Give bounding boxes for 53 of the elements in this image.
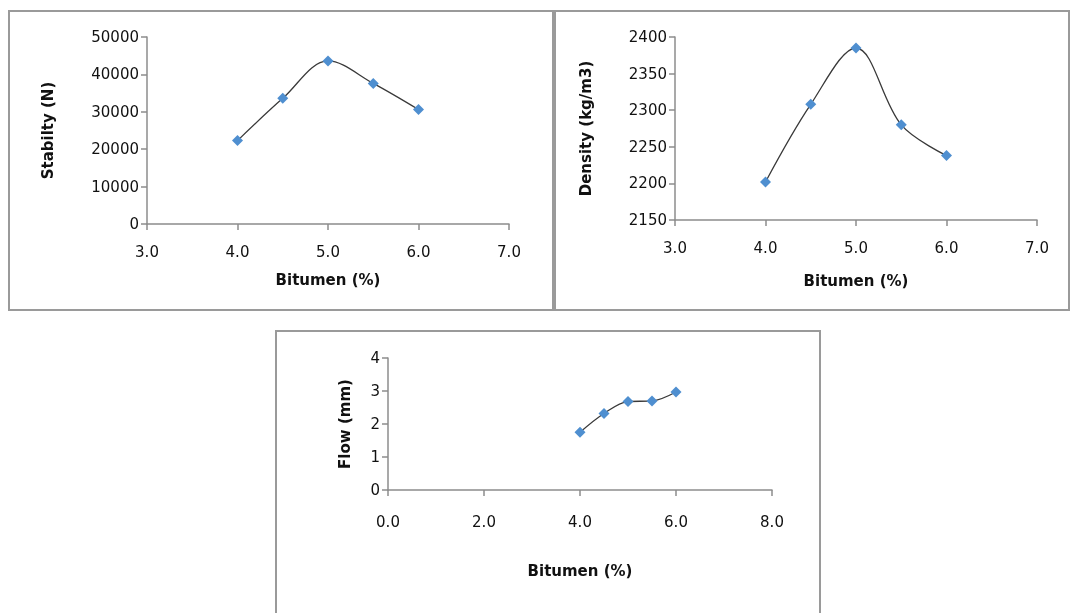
y-tick-label: 0 [129, 215, 139, 233]
y-tick-label: 40000 [91, 65, 139, 84]
y-tick-label: 2250 [628, 137, 667, 156]
x-tick-label: 0.0 [376, 512, 400, 531]
point [670, 386, 682, 398]
x-tick-label: 8.0 [760, 512, 784, 531]
point [895, 119, 907, 131]
point [941, 150, 952, 162]
y-tick-label: 30000 [91, 102, 139, 121]
x-tick-label: 5.0 [316, 242, 340, 261]
point [367, 77, 379, 89]
y-tick-label: 2 [370, 415, 380, 433]
y-tick-label: 3 [370, 382, 380, 400]
point [322, 55, 334, 67]
y-axis-title: Density (kg/m3) [576, 60, 595, 197]
x-tick-label: 3.0 [663, 238, 687, 257]
y-tick-label: 10000 [91, 177, 139, 196]
x-tick-label: 6.0 [406, 242, 431, 261]
x-tick-label: 6.0 [664, 512, 688, 531]
point [598, 407, 610, 419]
x-tick-label: 7.0 [1025, 238, 1049, 257]
x-axis-title: Bitumen (%) [275, 270, 381, 289]
point [805, 98, 817, 110]
y-tick-label: 4 [370, 349, 380, 367]
point [574, 426, 586, 438]
y-tick-label: 2350 [628, 64, 667, 83]
point [232, 135, 243, 147]
x-tick-label: 5.0 [844, 238, 868, 257]
x-axis-title: Bitumen (%) [803, 271, 909, 290]
x-tick-label: 3.0 [135, 242, 159, 261]
x-tick-label: 7.0 [497, 242, 521, 261]
x-tick-label: 6.0 [934, 238, 959, 257]
y-tick-label: 2200 [628, 174, 667, 193]
point [277, 92, 289, 104]
x-axis-title: Bitumen (%) [527, 561, 633, 580]
x-tick-label: 4.0 [225, 242, 250, 261]
y-tick-label: 50000 [91, 28, 139, 46]
y-tick-label: 1 [370, 448, 380, 466]
y-tick-label: 2400 [628, 28, 667, 46]
y-axis-title: Stabilty (N) [38, 81, 57, 180]
y-tick-label: 0 [370, 481, 380, 499]
x-tick-label: 4.0 [568, 512, 592, 531]
point [850, 42, 862, 54]
x-tick-label: 4.0 [753, 238, 778, 257]
x-tick-label: 2.0 [472, 512, 496, 531]
point [760, 176, 771, 188]
y-axis-title: Flow (mm) [335, 379, 354, 469]
y-tick-label: 2150 [628, 211, 667, 229]
y-tick-label: 20000 [91, 140, 139, 159]
y-tick-label: 2300 [628, 101, 667, 120]
point [646, 395, 658, 407]
point [413, 104, 424, 116]
point [622, 396, 634, 408]
